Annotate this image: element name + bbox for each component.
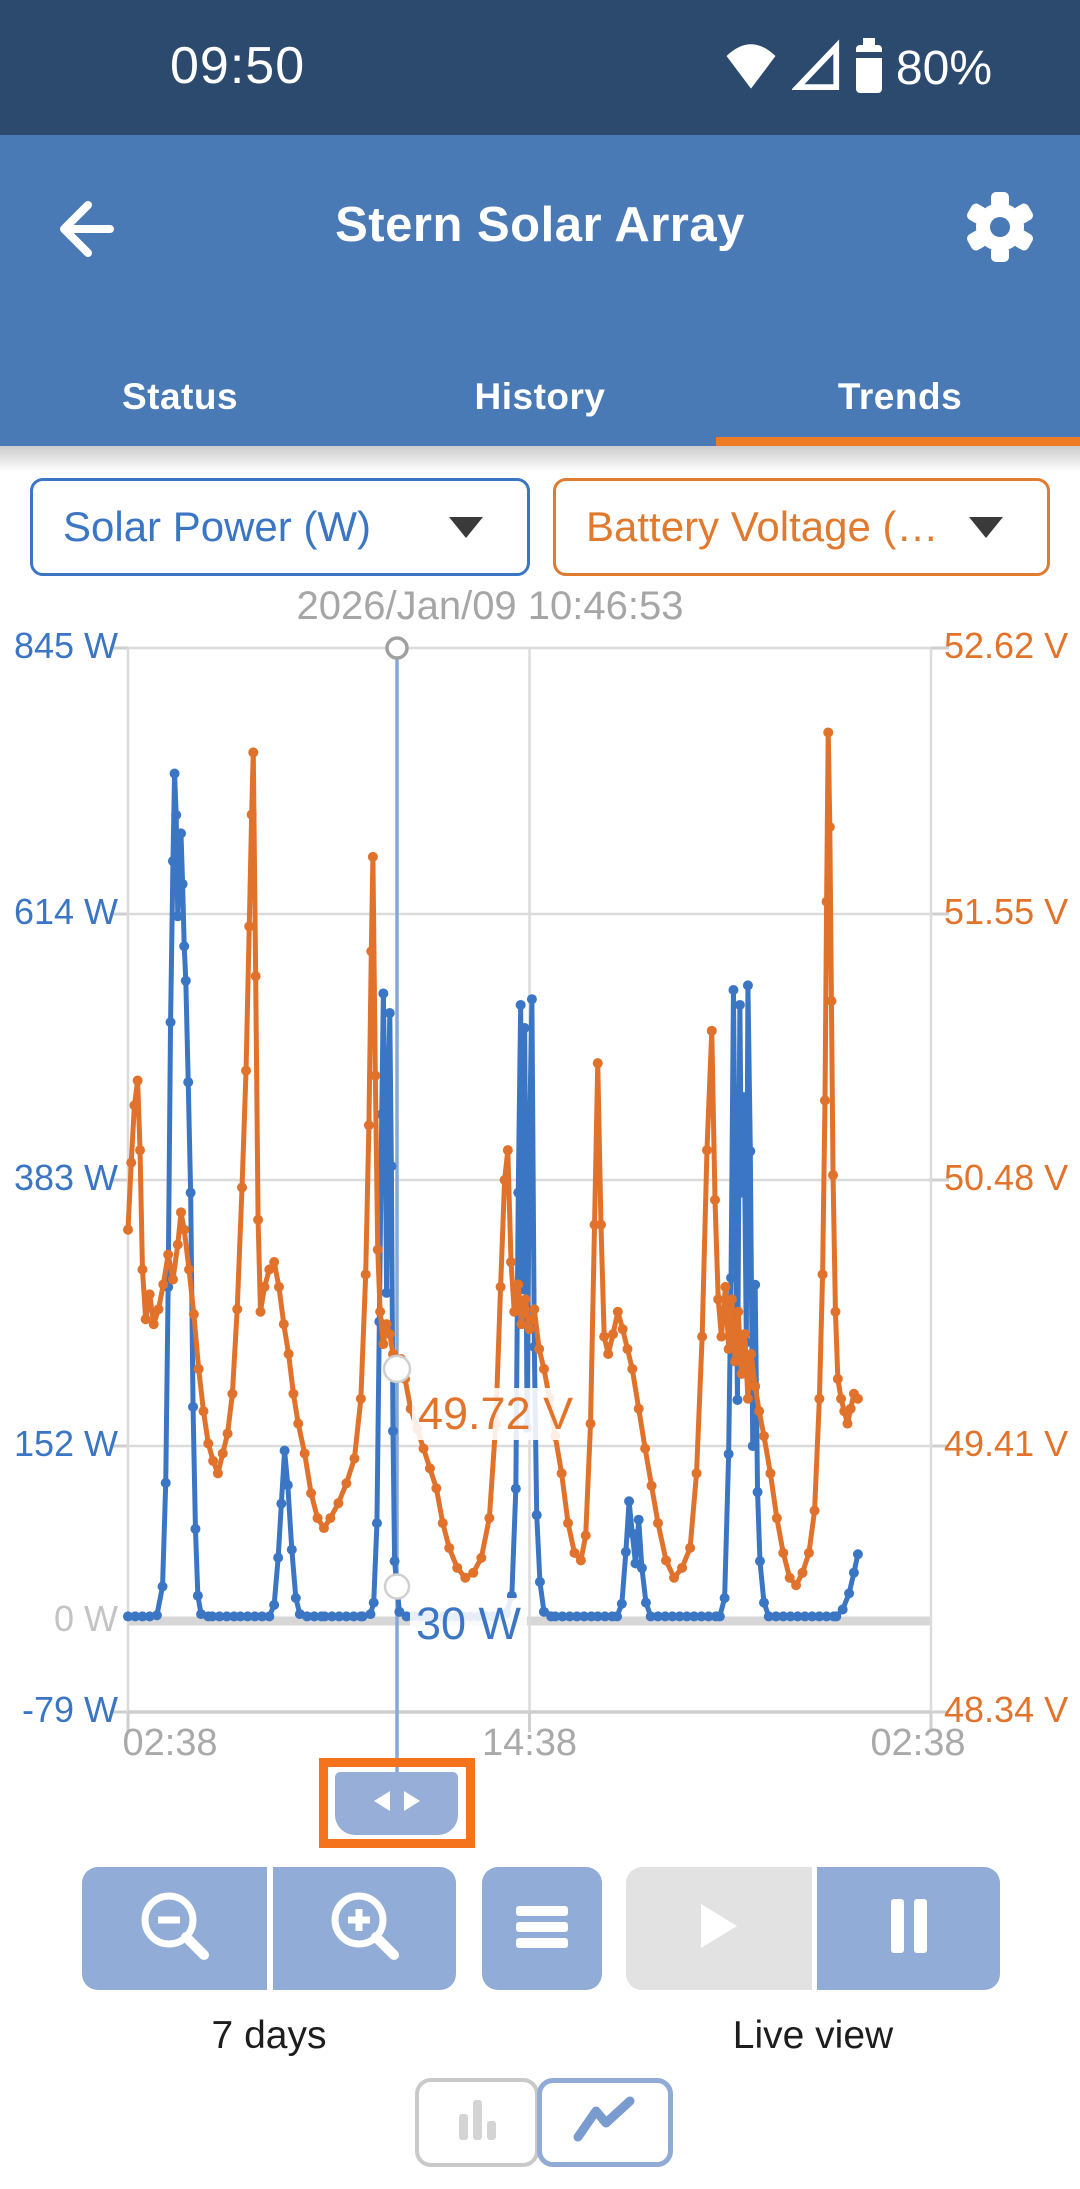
y-axis-right-tick: 48.34 V	[944, 1689, 1069, 1730]
series-battery-voltage	[123, 727, 863, 1591]
bar-chart-icon	[445, 2088, 509, 2157]
gear-icon	[964, 192, 1036, 267]
magnifier-minus-icon	[136, 1887, 214, 1970]
cursor-markers	[382, 636, 412, 1600]
battery-percent: 80%	[895, 42, 992, 95]
scrub-right-arrow-icon	[403, 1791, 420, 1816]
bar-chart-toggle-button[interactable]	[415, 2078, 539, 2167]
active-tab-indicator	[716, 437, 1080, 446]
left-series-label: Solar Power (W)	[63, 503, 372, 550]
cursor-timestamp: 2026/Jan/09 10:46:53	[296, 584, 684, 628]
y-axis-right-tick: 49.41 V	[944, 1423, 1069, 1464]
play-icon	[699, 1902, 739, 1955]
wifi-icon	[722, 39, 780, 98]
y-axis-right-tick: 52.62 V	[944, 625, 1069, 666]
hamburger-menu-icon	[514, 1898, 570, 1959]
y-axis-right-tick: 51.55 V	[944, 891, 1069, 932]
x-axis-tick: 02:38	[870, 1722, 966, 1764]
status-time: 09:50	[170, 37, 306, 95]
cursor-voltage-readout: 49.72 V	[412, 1388, 580, 1440]
zoom-in-button[interactable]	[273, 1867, 456, 1990]
status-bar: 09:50 80%	[0, 0, 1080, 135]
magnifier-plus-icon	[326, 1887, 404, 1970]
y-axis-left-tick: 152 W	[13, 1423, 118, 1464]
scrub-handle-highlight	[319, 1758, 475, 1848]
back-arrow-icon	[48, 201, 120, 269]
zoom-out-button[interactable]	[82, 1867, 267, 1990]
right-series-label: Battery Voltage (…	[586, 503, 939, 550]
scrub-left-arrow-icon	[373, 1791, 390, 1816]
right-series-dropdown[interactable]: Battery Voltage (…	[553, 478, 1050, 576]
y-axis-left-tick: 614 W	[13, 891, 118, 932]
play-button[interactable]	[626, 1867, 812, 1990]
cursor-voltage-marker	[382, 1354, 412, 1384]
cursor-scrub-handle[interactable]	[335, 1772, 458, 1835]
app-bar: Stern Solar Array Status His	[0, 135, 1080, 446]
settings-button[interactable]	[964, 191, 1036, 263]
cellular-signal-icon	[790, 39, 842, 98]
cursor-power-marker	[383, 1573, 411, 1600]
pause-icon	[887, 1897, 931, 1960]
status-icons: 80%	[722, 38, 992, 99]
chevron-down-icon	[969, 516, 1003, 538]
live-view-label: Live view	[732, 2014, 894, 2057]
y-axis-left-tick: -79 W	[21, 1689, 118, 1730]
left-series-dropdown[interactable]: Solar Power (W)	[30, 478, 530, 576]
y-axis-left-tick: 383 W	[13, 1157, 118, 1198]
chevron-down-icon	[449, 516, 483, 538]
tab-trends[interactable]: Trends	[837, 376, 963, 417]
tab-history[interactable]: History	[474, 376, 606, 417]
y-axis-left-tick: 845 W	[13, 625, 118, 666]
x-axis-tick: 02:38	[122, 1722, 218, 1764]
battery-icon	[854, 38, 884, 99]
cursor-top-handle[interactable]	[385, 636, 409, 660]
chart-menu-button[interactable]	[482, 1867, 602, 1990]
tab-status[interactable]: Status	[121, 376, 239, 417]
pause-button[interactable]	[817, 1867, 1000, 1990]
x-axis-tick: 14:38	[481, 1722, 578, 1764]
tab-bar: Status History Trends	[0, 347, 1080, 446]
y-axis-left-tick: 0 W	[53, 1598, 118, 1640]
page-title: Stern Solar Array	[335, 198, 745, 252]
line-chart-icon	[572, 2095, 638, 2150]
y-axis-right-tick: 50.48 V	[944, 1157, 1069, 1198]
appbar-shadow	[0, 446, 1080, 472]
line-chart-toggle-button[interactable]	[537, 2078, 673, 2167]
zoom-range-label: 7 days	[211, 2014, 327, 2057]
back-button[interactable]	[48, 193, 120, 265]
cursor-power-readout: 30 W	[410, 1598, 528, 1650]
series-solar-power	[123, 768, 863, 1622]
